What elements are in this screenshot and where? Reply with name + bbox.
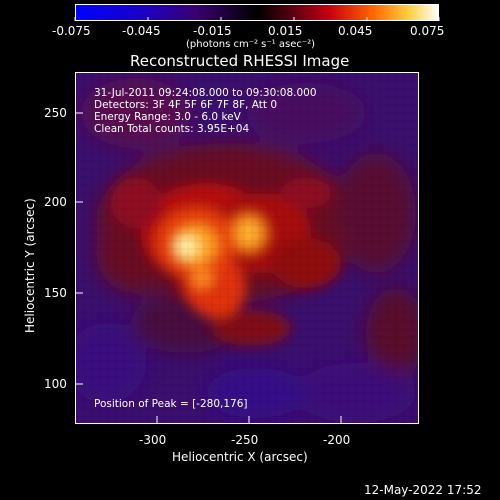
info-line: Energy Range: 3.0 - 6.0 keV [94, 111, 241, 123]
colorbar-tick-label: 0.075 [410, 24, 445, 38]
y-tick-label: 150 [44, 286, 67, 300]
plot-title: Reconstructed RHESSI Image [130, 52, 350, 70]
y-tick-label: 200 [44, 195, 67, 209]
y-axis-label: Heliocentric Y (arcsec) [23, 198, 37, 333]
info-line: Clean Total counts: 3.95E+04 [94, 123, 250, 135]
info-line: Detectors: 3F 4F 5F 6F 7F 8F, Att 0 [94, 99, 278, 111]
info-line: 31-Jul-2011 09:24:08.000 to 09:30:08.000 [94, 87, 317, 99]
y-tick-label: 250 [44, 106, 67, 120]
timestamp: 12-May-2022 17:52 [364, 483, 482, 497]
image-plot: 31-Jul-2011 09:24:08.000 to 09:30:08.000… [75, 72, 419, 424]
rhessi-image [76, 73, 418, 423]
colorbar [75, 4, 439, 21]
x-tick-label: -200 [323, 433, 351, 447]
x-tick-label: -300 [139, 433, 167, 447]
colorbar-tick-label: -0.045 [122, 24, 161, 38]
x-tick-label: -250 [231, 433, 259, 447]
colorbar-tick-label: 0.015 [268, 24, 303, 38]
colorbar-tick-label: -0.015 [193, 24, 232, 38]
colorbar-tick-label: -0.075 [52, 24, 91, 38]
y-tick-label: 100 [44, 377, 67, 391]
peak-position-label: Position of Peak = [-280,176] [94, 398, 248, 410]
x-axis-label: Heliocentric X (arcsec) [172, 450, 308, 464]
colorbar-unit-label: (photons cm⁻² s⁻¹ asec⁻²) [186, 39, 316, 50]
colorbar-tick-label: 0.045 [338, 24, 373, 38]
colorbar-gradient [76, 5, 438, 20]
